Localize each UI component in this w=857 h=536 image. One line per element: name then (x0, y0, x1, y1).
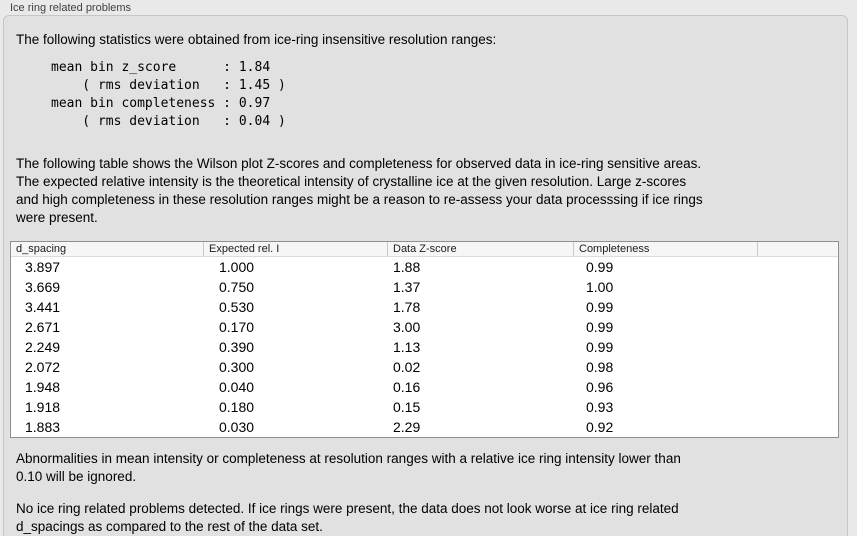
column-header[interactable] (757, 242, 838, 256)
table-cell: 1.00 (586, 279, 614, 295)
table-row[interactable]: 2.671 0.170 3.00 0.99 (11, 317, 838, 337)
table-cell: 3.00 (393, 319, 421, 335)
column-header[interactable]: Expected rel. I (203, 242, 387, 256)
table-cell: 0.15 (393, 399, 421, 415)
table-cell: 0.16 (393, 379, 421, 395)
table-cell-empty (757, 337, 838, 357)
table-cell: 1.918 (25, 399, 61, 415)
table-cell: 0.99 (586, 319, 614, 335)
table-row[interactable]: 3.897 1.000 1.88 0.99 (11, 257, 838, 277)
table-cell: 1.000 (219, 259, 255, 275)
table-cell: 0.99 (586, 299, 614, 315)
table-row[interactable]: 1.948 0.040 0.16 0.96 (11, 377, 838, 397)
table-row[interactable]: 3.441 0.530 1.78 0.99 (11, 297, 838, 317)
table-cell: 0.040 (219, 379, 255, 395)
table-cell-empty (757, 257, 838, 277)
table-cell: 2.072 (25, 359, 61, 375)
table-cell-empty (757, 357, 838, 377)
table-row[interactable]: 3.669 0.750 1.37 1.00 (11, 277, 838, 297)
column-header[interactable]: Data Z-score (387, 242, 573, 256)
table-cell: 1.37 (393, 279, 421, 295)
table-cell-empty (757, 297, 838, 317)
table-cell: 1.948 (25, 379, 61, 395)
table-cell: 0.02 (393, 359, 421, 375)
table-cell: 3.897 (25, 259, 61, 275)
table-cell: 1.883 (25, 419, 61, 435)
column-header[interactable]: Completeness (573, 242, 757, 256)
table-cell: 0.96 (586, 379, 614, 395)
table-cell: 2.249 (25, 339, 61, 355)
table-header-row: d_spacing Expected rel. I Data Z-score Comp… (11, 242, 838, 257)
table-cell: 0.750 (219, 279, 255, 295)
table-cell-empty (757, 417, 838, 437)
table-cell: 0.92 (586, 419, 614, 435)
stats-block: mean bin z_score : 1.84 ( rms deviation … (51, 60, 286, 129)
table-row[interactable]: 1.883 0.030 2.29 0.92 (11, 417, 838, 437)
table-cell: 2.29 (393, 419, 421, 435)
table-cell: 1.13 (393, 339, 421, 355)
table-cell: 1.78 (393, 299, 421, 315)
panel-title: Ice ring related problems (10, 2, 132, 14)
table-cell: 0.180 (219, 399, 255, 415)
table-cell: 0.530 (219, 299, 255, 315)
table-cell: 3.441 (25, 299, 61, 315)
table-description-text: The following table shows the Wilson plo… (16, 156, 703, 225)
table-cell: 0.170 (219, 319, 255, 335)
table-cell: 1.88 (393, 259, 421, 275)
table-cell: 0.300 (219, 359, 255, 375)
table-cell: 0.99 (586, 259, 614, 275)
table-row[interactable]: 1.918 0.180 0.15 0.93 (11, 397, 838, 417)
table-cell-empty (757, 317, 838, 337)
table-cell: 0.030 (219, 419, 255, 435)
table-cell-empty (757, 397, 838, 417)
table-cell: 0.99 (586, 339, 614, 355)
ignore-note-text: Abnormalities in mean intensity or compl… (16, 451, 681, 484)
conclusion-text: No ice ring related problems detected. I… (16, 501, 679, 534)
table-cell: 3.669 (25, 279, 61, 295)
ice-ring-group-box: The following statistics were obtained f… (3, 15, 848, 536)
table-cell: 0.98 (586, 359, 614, 375)
column-header[interactable]: d_spacing (16, 243, 67, 255)
table-row[interactable]: 2.249 0.390 1.13 0.99 (11, 337, 838, 357)
stats-intro-text: The following statistics were obtained f… (16, 32, 497, 47)
table-row[interactable]: 2.072 0.300 0.02 0.98 (11, 357, 838, 377)
table-cell: 0.93 (586, 399, 614, 415)
ice-ring-table[interactable]: d_spacing Expected rel. I Data Z-score Comp… (10, 241, 839, 438)
table-cell-empty (757, 377, 838, 397)
table-cell: 2.671 (25, 319, 61, 335)
table-cell-empty (757, 277, 838, 297)
table-cell: 0.390 (219, 339, 255, 355)
table-body: 3.897 1.000 1.88 0.99 3.669 0.750 1.37 1.00 3.44… (11, 257, 838, 437)
